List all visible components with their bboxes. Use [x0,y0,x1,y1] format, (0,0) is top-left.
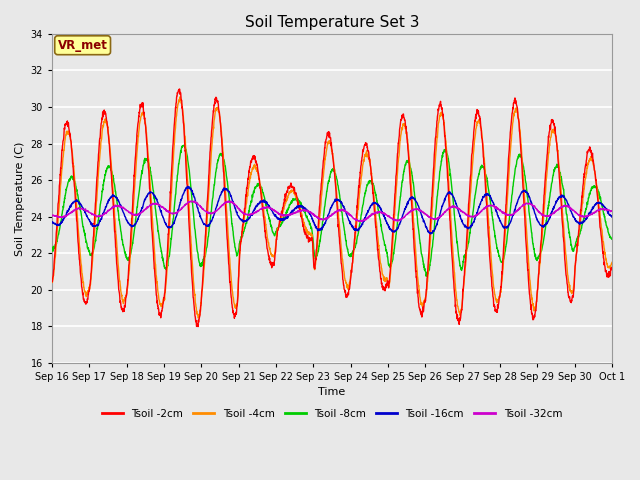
Tsoil -8cm [495,253,503,259]
Line: Tsoil -32cm: Tsoil -32cm [52,201,612,222]
Tsoil -32cm [358,219,365,225]
Tsoil -32cm [608,208,616,214]
Tsoil -2cm [608,266,616,272]
Tsoil -16cm [361,216,369,221]
Tsoil -2cm [194,324,202,329]
Tsoil -2cm [559,226,567,232]
Tsoil -4cm [349,261,356,266]
Tsoil -32cm [204,210,212,216]
Tsoil -16cm [608,214,616,220]
Tsoil -2cm [205,173,212,179]
Tsoil -4cm [48,278,56,284]
Tsoil -2cm [575,230,582,236]
Line: Tsoil -16cm: Tsoil -16cm [52,186,612,234]
Line: Tsoil -2cm: Tsoil -2cm [52,89,612,326]
Tsoil -4cm [608,260,616,265]
Tsoil -32cm [225,198,232,204]
Tsoil -8cm [422,273,430,279]
Tsoil -8cm [180,143,188,148]
Legend: Tsoil -2cm, Tsoil -4cm, Tsoil -8cm, Tsoil -16cm, Tsoil -32cm: Tsoil -2cm, Tsoil -4cm, Tsoil -8cm, Tsoi… [98,405,566,423]
Tsoil -8cm [575,234,582,240]
X-axis label: Time: Time [318,387,346,397]
Tsoil -32cm [575,212,582,217]
Tsoil -4cm [205,190,212,196]
Tsoil -16cm [575,220,582,226]
Line: Tsoil -8cm: Tsoil -8cm [52,145,612,276]
Tsoil -32cm [495,207,503,213]
Tsoil -4cm [177,94,184,100]
Tsoil -4cm [495,294,503,300]
Tsoil -16cm [205,222,212,228]
Tsoil -2cm [495,296,503,301]
Tsoil -8cm [205,233,212,239]
Tsoil -2cm [349,259,356,265]
Tsoil -32cm [361,217,369,223]
Y-axis label: Soil Temperature (C): Soil Temperature (C) [15,141,25,255]
Tsoil -16cm [349,224,356,229]
Tsoil -8cm [349,249,356,255]
Tsoil -4cm [361,154,369,159]
Tsoil -4cm [559,216,567,222]
Text: VR_met: VR_met [58,39,108,52]
Tsoil -8cm [361,193,369,199]
Tsoil -8cm [608,236,616,242]
Tsoil -16cm [427,231,435,237]
Tsoil -8cm [48,247,56,252]
Tsoil -32cm [48,213,56,218]
Tsoil -16cm [495,216,503,221]
Tsoil -4cm [575,236,582,241]
Line: Tsoil -4cm: Tsoil -4cm [52,97,612,318]
Tsoil -2cm [48,276,56,282]
Title: Soil Temperature Set 3: Soil Temperature Set 3 [244,15,419,30]
Tsoil -16cm [559,193,567,199]
Tsoil -2cm [175,86,183,92]
Tsoil -32cm [559,204,567,209]
Tsoil -2cm [361,142,369,148]
Tsoil -8cm [559,184,567,190]
Tsoil -16cm [184,183,191,189]
Tsoil -32cm [349,214,356,220]
Tsoil -16cm [48,219,56,225]
Tsoil -4cm [195,315,202,321]
